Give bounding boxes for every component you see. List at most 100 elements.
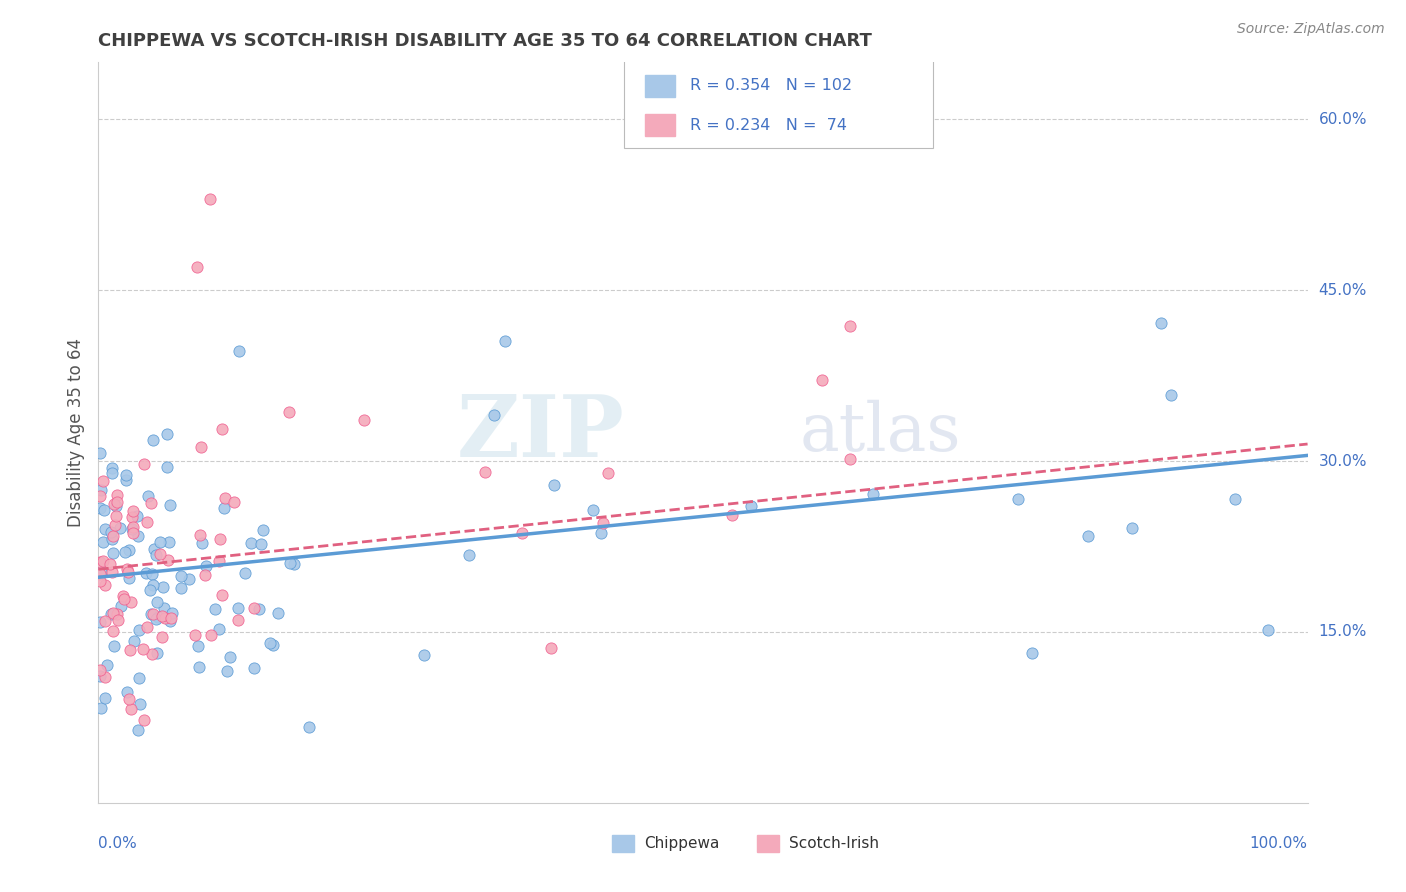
Point [353,412,375,426]
Point [145,548,167,562]
Point [208,622,231,636]
Point [118,571,141,585]
Point [128,623,150,637]
Text: Chippewa: Chippewa [644,836,718,851]
Point [1077,529,1099,543]
Point [105,495,128,509]
Point [894,112,917,127]
Point [228,344,250,359]
Text: 30.0%: 30.0% [1319,454,1367,468]
Point [259,636,281,650]
Bar [613,836,634,852]
Bar [645,114,675,136]
Point [283,557,305,571]
Point [233,566,256,580]
Point [721,508,744,522]
Text: R = 0.354   N = 102: R = 0.354 N = 102 [690,78,852,94]
Point [127,529,149,543]
Point [160,611,183,625]
Point [104,517,127,532]
Point [141,647,163,661]
Point [139,607,162,621]
Point [118,542,141,557]
Text: ZIP: ZIP [457,391,624,475]
Point [105,488,128,502]
Point [112,592,135,607]
Point [862,487,884,501]
Point [262,639,284,653]
Point [127,508,149,523]
Point [249,537,271,551]
Point [142,607,165,622]
Point [278,405,301,419]
Text: Source: ZipAtlas.com: Source: ZipAtlas.com [1237,22,1385,37]
Point [135,566,157,581]
Point [103,497,125,511]
Point [240,535,263,549]
Point [120,702,142,716]
Point [156,427,179,442]
Point [121,509,143,524]
Point [128,671,150,685]
Point [114,545,136,559]
Point [141,496,163,510]
Point [101,606,124,620]
Point [98,558,121,572]
Point [211,588,233,602]
Point [186,639,208,653]
Point [204,602,226,616]
Point [278,556,301,570]
Point [94,670,117,684]
Point [214,501,236,516]
Point [134,457,156,471]
Point [145,612,167,626]
Point [117,562,139,576]
Point [136,515,159,529]
Point [186,260,208,275]
Point [149,535,172,549]
Point [93,578,115,592]
Point [89,574,111,588]
Point [101,529,124,543]
Point [111,589,134,603]
Point [540,640,562,655]
Point [142,577,165,591]
Point [159,498,181,512]
Point [190,440,212,454]
Point [226,613,249,627]
Text: 100.0%: 100.0% [1250,836,1308,851]
Point [242,661,264,675]
Point [136,620,159,634]
Point [107,614,129,628]
Point [194,568,217,582]
Point [89,663,111,677]
Point [96,657,118,672]
Point [1021,646,1043,660]
Point [162,607,184,621]
Point [90,566,112,580]
Point [252,523,274,537]
Point [94,522,117,536]
Point [100,524,122,539]
Point [138,582,160,597]
Point [122,634,145,648]
Point [243,601,266,615]
Point [146,595,169,609]
Point [132,642,155,657]
Point [217,664,239,678]
Text: Scotch-Irish: Scotch-Irish [789,836,879,851]
Point [200,628,222,642]
Point [121,522,143,536]
Point [143,541,166,556]
Point [157,535,180,549]
Point [132,713,155,727]
Point [122,504,145,518]
Point [105,607,128,622]
FancyBboxPatch shape [624,55,932,147]
Point [146,609,169,624]
Point [1121,520,1143,534]
Bar [758,836,779,852]
Point [90,700,112,714]
Point [93,615,115,629]
Point [214,491,236,505]
